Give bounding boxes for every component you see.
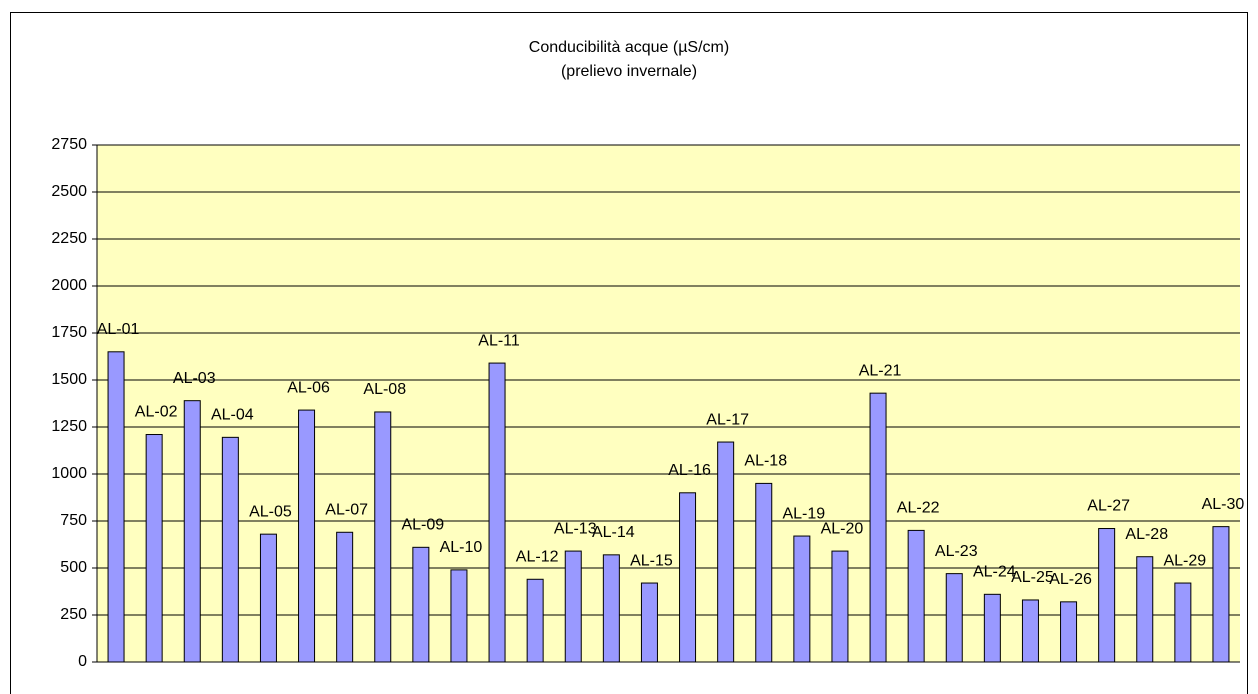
bar: [336, 531, 354, 663]
data-label: AL-01: [97, 321, 140, 338]
bar: [1060, 601, 1078, 663]
bar: [564, 550, 582, 663]
y-tick-label: 500: [60, 559, 87, 576]
bar: [1098, 528, 1116, 663]
bar: [145, 434, 163, 663]
data-label: AL-03: [173, 370, 216, 387]
bar: [679, 492, 697, 663]
chart-subtitle: (prelievo invernale): [561, 63, 697, 80]
bar: [717, 441, 735, 663]
data-label: AL-07: [325, 501, 368, 518]
bar: [945, 573, 963, 663]
data-label: AL-05: [249, 503, 292, 520]
bar: [221, 436, 239, 663]
y-tick-label: 0: [78, 653, 87, 670]
bar: [259, 533, 277, 663]
bar: [450, 569, 468, 663]
bar: [602, 554, 620, 663]
data-label: AL-15: [630, 552, 673, 569]
data-label: AL-06: [287, 379, 330, 396]
y-tick-label: 2250: [51, 230, 87, 247]
bar: [907, 529, 925, 663]
data-label: AL-08: [363, 381, 406, 398]
y-tick-label: 250: [60, 606, 87, 623]
bar: [983, 593, 1001, 663]
data-label: AL-29: [1163, 552, 1206, 569]
bar: [1174, 582, 1192, 663]
data-label: AL-02: [135, 404, 178, 421]
data-label: AL-04: [211, 407, 254, 424]
data-label: AL-24: [973, 564, 1016, 581]
bar: [640, 582, 658, 663]
data-label: AL-17: [706, 411, 749, 428]
data-label: AL-12: [516, 548, 559, 565]
bar: [755, 482, 773, 663]
bar: [526, 578, 544, 663]
bar: [107, 351, 125, 663]
y-tick-label: 750: [60, 512, 87, 529]
bar: [488, 362, 506, 663]
data-label: AL-19: [782, 505, 825, 522]
data-label: AL-16: [668, 462, 711, 479]
data-label: AL-14: [592, 524, 635, 541]
bar: [793, 535, 811, 663]
bar: [869, 392, 887, 663]
data-label: AL-13: [554, 520, 597, 537]
y-tick-label: 1750: [51, 324, 87, 341]
data-label: AL-25: [1011, 569, 1054, 586]
bar: [412, 546, 430, 663]
data-label: AL-26: [1049, 571, 1092, 588]
chart-title: Conducibilità acque (µS/cm): [529, 39, 729, 56]
data-label: AL-22: [897, 500, 940, 517]
plot-area: [97, 145, 1240, 662]
y-tick-label: 2750: [51, 136, 87, 153]
data-label: AL-09: [401, 517, 444, 534]
data-label: AL-23: [935, 543, 978, 560]
bar: [298, 409, 316, 663]
bar: [1021, 599, 1039, 663]
y-tick-label: 1250: [51, 418, 87, 435]
bar: [831, 550, 849, 663]
data-label: AL-10: [440, 539, 483, 556]
y-tick-label: 2500: [51, 183, 87, 200]
y-tick-label: 1500: [51, 371, 87, 388]
y-tick-label: 1000: [51, 465, 87, 482]
bar: [374, 411, 392, 663]
bar: [183, 400, 201, 663]
y-tick-label: 2000: [51, 277, 87, 294]
bar: [1212, 526, 1230, 663]
data-label: AL-27: [1087, 498, 1130, 515]
data-label: AL-21: [859, 362, 902, 379]
data-label: AL-18: [744, 453, 787, 470]
data-label: AL-28: [1125, 526, 1168, 543]
data-label: AL-30: [1202, 496, 1245, 513]
data-label: AL-20: [821, 520, 864, 537]
data-label: AL-11: [478, 332, 520, 349]
bar: [1136, 556, 1154, 663]
